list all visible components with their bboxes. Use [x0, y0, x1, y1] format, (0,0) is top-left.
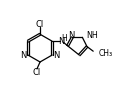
Text: Cl: Cl: [36, 20, 44, 29]
Text: N: N: [68, 31, 75, 40]
Text: N: N: [58, 37, 65, 46]
Text: N: N: [20, 51, 27, 60]
Text: CH₃: CH₃: [99, 49, 113, 58]
Text: N: N: [53, 51, 60, 60]
Text: H: H: [61, 34, 67, 43]
Text: Cl: Cl: [33, 68, 41, 77]
Text: NH: NH: [86, 31, 98, 40]
